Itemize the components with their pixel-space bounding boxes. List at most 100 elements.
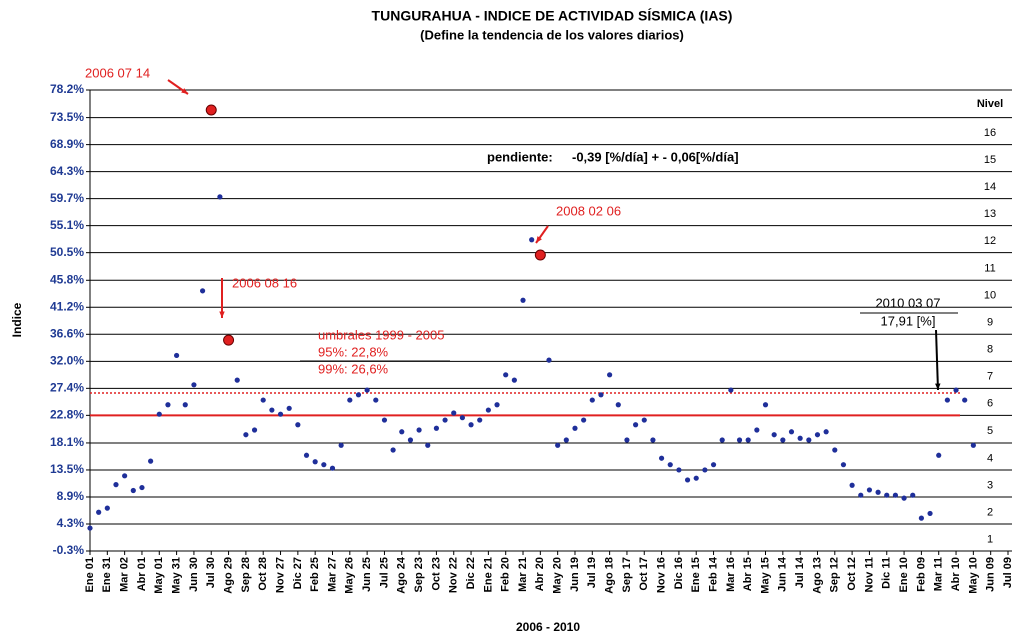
data-point [546,357,552,363]
data-point [148,458,154,464]
highlight-point [223,334,235,346]
data-point [407,437,414,443]
x-tick-label: May 31 [171,557,183,594]
data-point [823,429,829,435]
data-point [174,352,180,359]
data-point [130,487,136,494]
x-tick-label: Jun 25 [361,557,373,592]
data-point [667,462,673,468]
data-point [511,377,517,383]
x-tick-label: Dic 11 [881,557,893,589]
data-point [182,402,188,408]
data-point [555,442,561,448]
data-point [329,465,336,471]
x-tick-label: Jun 09 [985,557,997,592]
data-point [347,397,353,403]
data-point [918,515,924,521]
arrow-head [536,236,542,243]
data-point [269,407,275,413]
y-tick-label: 13.5% [50,462,84,476]
data-point [96,509,102,515]
data-point [788,429,795,435]
x-tick-label: Nov 27 [274,557,286,593]
data-point [286,405,292,411]
data-point [433,425,440,431]
data-point [260,397,266,403]
data-point [676,467,682,473]
data-point [641,417,647,423]
level-label: 4 [987,452,993,464]
data-point [295,422,301,428]
y-tick-label: 45.8% [50,272,84,286]
data-point [156,411,162,417]
x-tick-label: Oct 17 [638,557,650,591]
arrow [935,329,939,391]
x-tick-label: May 15 [759,557,771,594]
y-tick-label: 36.6% [50,326,84,340]
level-label: 9 [987,317,993,329]
data-point [892,492,899,498]
arrow-head [181,88,188,94]
y-tick-label: 27.4% [50,381,84,395]
x-tick-label: Nov 16 [655,557,667,593]
level-label: 11 [984,262,995,274]
data-point [598,392,604,398]
y-tick-label: 78.2% [50,82,84,96]
data-point [944,397,950,403]
data-point [927,510,933,517]
data-point [251,427,258,433]
data-point [390,447,396,453]
y-tick-label: 64.3% [50,164,84,178]
data-point [312,459,318,465]
data-point [399,429,405,435]
x-tick-label: Mar 21 [517,557,529,592]
level-label: 6 [987,398,993,410]
y-axis-label: Indice [10,302,24,337]
data-point [139,484,145,491]
data-point [529,237,535,243]
data-point [615,402,621,408]
annotation: 99%: 26,6% [318,361,389,376]
x-tick-label: Jul 30 [205,557,217,588]
level-label: 3 [987,479,993,491]
y-tick-label: -0.3% [53,543,85,557]
x-tick-label: Sep 23 [413,557,425,592]
annotation: 95%: 22,8% [318,344,389,359]
x-tick-label: Feb 14 [707,556,719,592]
y-tick-label: 32.0% [50,353,84,367]
x-tick-label: Mar 16 [725,557,737,592]
data-point [762,402,769,408]
annotation: 2008 02 06 [556,203,621,218]
data-point [901,495,907,501]
data-point [277,411,284,417]
y-tick-label: 4.3% [57,516,85,530]
x-tick-label: Jul 14 [794,556,806,588]
x-tick-label: Ago 13 [811,557,823,594]
data-point [104,505,110,511]
x-tick-label: Jul 09 [1002,557,1014,588]
chart-subtitle: (Define la tendencia de los valores diar… [420,27,684,42]
data-point [477,417,483,423]
x-tick-label: Mar 11 [933,557,945,591]
data-point [122,473,128,479]
data-point [650,437,656,443]
data-point [624,437,630,443]
x-tick-label: Dic 22 [465,557,477,589]
annotation: 2006 07 14 [85,65,150,80]
x-tick-label: May 01 [153,557,165,594]
x-tick-label: Oct 28 [257,557,269,591]
data-point [884,492,890,498]
data-point [607,372,613,378]
level-label: 16 [984,127,996,139]
x-tick-label: Oct 23 [430,557,442,591]
data-point [728,387,734,393]
data-point [858,492,864,498]
data-point [693,475,699,481]
data-point [962,397,968,403]
data-point [199,288,206,294]
x-tick-label: Jun 19 [569,557,581,592]
annotation: pendiente: [487,149,553,164]
data-point [572,425,578,431]
x-tick-label: Ene 31 [101,557,113,592]
data-point [684,477,691,483]
